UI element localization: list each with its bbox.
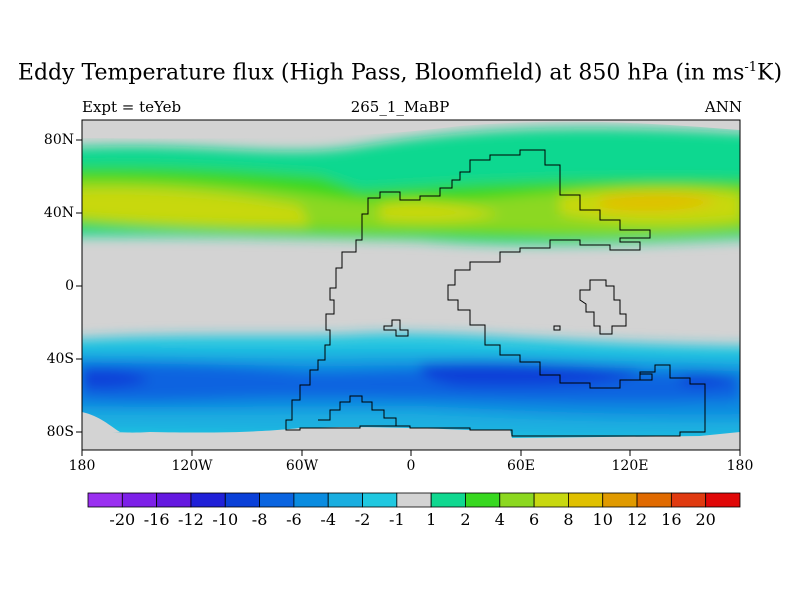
colorbar-label: -10 [212,510,239,529]
positive-band [82,128,740,245]
plot-title: Eddy Temperature flux (High Pass, Bloomf… [0,60,800,85]
colorbar-swatch [636,492,672,508]
x-tick-180e: 180 [726,458,754,474]
colorbar-label: 2 [460,510,471,529]
coastline-south-inner [318,395,397,426]
subtitle-center: 265_1_MaBP [350,98,450,116]
colorbar-swatch [430,492,466,508]
axis-ticks [76,139,741,456]
colorbar-swatch [396,492,432,508]
subtitle-right: ANN [704,98,742,116]
colorbar-label: 20 [695,510,716,529]
colorbar-label: -4 [320,510,336,529]
negative-band [82,333,740,450]
colorbar-swatch [670,492,707,508]
colorbar-label: 8 [563,510,574,529]
colorbar-swatch [121,492,158,508]
colorbar-swatch [705,492,741,508]
south-polar-land [82,427,740,450]
colorbar-label: -2 [354,510,371,529]
y-tick-40n: 40N [43,205,74,221]
x-tick-60w: 60W [285,458,319,474]
colorbar-label: 12 [626,510,648,529]
title-superscript: -1 [744,60,758,75]
colorbar-label: -8 [251,510,268,529]
colorbar-swatch [362,492,398,508]
colorbar-swatch [190,492,226,508]
colorbar-swatch [465,492,501,508]
colorbar-label: 16 [661,510,682,529]
y-tick-80n: 80N [43,132,74,148]
colorbar-swatch [568,492,604,508]
colorbar-swatch [293,492,329,508]
colorbar-swatch [156,492,192,508]
colorbar-swatch [499,492,535,508]
coastline-supercontinent [285,149,706,437]
colorbar-label: -12 [178,510,204,529]
colorbar-label: 4 [494,510,505,529]
colorbar-label: 6 [529,510,540,529]
colorbar-swatch [327,492,363,508]
colorbar-label: 10 [592,510,613,529]
colorbar-label: 1 [426,510,437,529]
contour-fill [82,120,740,450]
colorbar-label: -20 [109,510,136,529]
colorbar-swatch [602,492,638,508]
coastline-island-east [579,279,627,335]
south-coast-left [82,412,120,434]
subtitle-left: Expt = teYeb [82,98,182,116]
coastlines [285,149,706,437]
colorbar-swatch [224,492,260,508]
coastline-island-small [383,319,409,337]
y-tick-0: 0 [65,278,74,294]
title-tail: K) [757,60,783,86]
colorbar-label: -1 [389,510,405,529]
y-tick-40s: 40S [46,351,74,367]
x-tick-60e: 60E [506,458,536,474]
coastline-island-tiny [553,325,561,331]
colorbar-swatch [259,492,295,508]
x-tick-120e: 120E [611,458,649,474]
x-tick-180w: 180 [68,458,96,474]
colorbar-label: -6 [286,510,302,529]
colorbar-swatch [87,492,123,508]
x-tick-120w: 120W [171,458,213,474]
colorbar-label: -16 [143,510,170,529]
colorbar-swatch [533,492,569,508]
colorbar [87,492,741,508]
coastline-island-se [639,373,653,381]
title-text: Eddy Temperature flux (High Pass, Bloomf… [17,60,745,86]
x-tick-0: 0 [406,458,416,474]
y-tick-80s: 80S [46,424,74,440]
north-polar-land [82,120,740,139]
